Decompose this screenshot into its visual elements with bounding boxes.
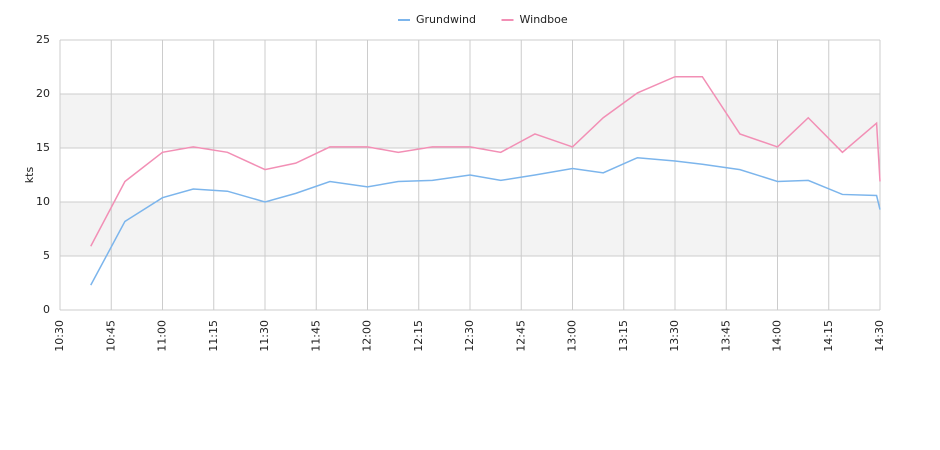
x-tick-label: 11:00 — [156, 320, 169, 352]
legend-item: Grundwind — [398, 13, 476, 26]
y-tick-label: 5 — [43, 249, 50, 262]
x-tick-label: 12:30 — [463, 320, 476, 352]
series-line — [90, 156, 881, 286]
y-tick-label: 25 — [36, 33, 50, 46]
x-tick-label: 13:30 — [668, 320, 681, 352]
x-tick-label: 10:30 — [53, 320, 66, 352]
legend-item: Windboe — [501, 13, 568, 26]
x-tick-label: 12:45 — [514, 320, 527, 352]
x-tick-label: 14:00 — [771, 320, 784, 352]
y-axis-label: kts — [23, 167, 36, 184]
x-tick-label: 12:00 — [361, 320, 374, 352]
y-tick-label: 20 — [36, 87, 50, 100]
x-tick-label: 13:00 — [566, 320, 579, 352]
x-tick-label: 10:45 — [104, 320, 117, 352]
y-tick-label: 0 — [43, 303, 50, 316]
legend-label: Grundwind — [416, 13, 476, 26]
legend-label: Windboe — [520, 13, 568, 26]
x-tick-label: 14:15 — [822, 320, 835, 352]
x-tick-label: 14:30 — [873, 320, 886, 352]
x-tick-label: 13:45 — [719, 320, 732, 352]
x-tick-label: 11:45 — [309, 320, 322, 352]
x-tick-label: 11:15 — [207, 320, 220, 352]
y-tick-label: 15 — [36, 141, 50, 154]
x-tick-label: 11:30 — [258, 320, 271, 352]
x-tick-label: 12:15 — [412, 320, 425, 352]
y-tick-label: 10 — [36, 195, 50, 208]
series-line — [90, 75, 881, 247]
x-tick-label: 13:15 — [617, 320, 630, 352]
